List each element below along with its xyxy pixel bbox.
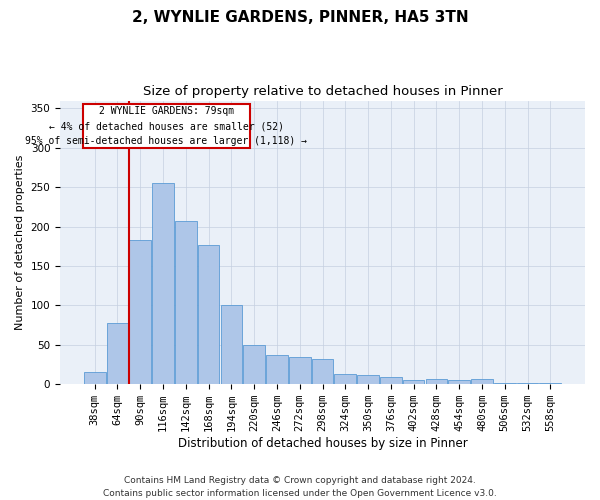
- Bar: [107, 323, 128, 384]
- Bar: [130, 240, 151, 384]
- Bar: [266, 355, 288, 384]
- Bar: [244, 345, 265, 384]
- Title: Size of property relative to detached houses in Pinner: Size of property relative to detached ho…: [143, 85, 502, 98]
- Text: 2, WYNLIE GARDENS, PINNER, HA5 3TN: 2, WYNLIE GARDENS, PINNER, HA5 3TN: [131, 10, 469, 25]
- Bar: [198, 245, 220, 384]
- Bar: [311, 359, 334, 384]
- Bar: [494, 382, 515, 384]
- Bar: [425, 380, 447, 384]
- Bar: [539, 382, 561, 384]
- Bar: [471, 380, 493, 384]
- Bar: [152, 184, 174, 384]
- Bar: [289, 356, 311, 384]
- Bar: [221, 306, 242, 384]
- Bar: [380, 377, 401, 384]
- X-axis label: Distribution of detached houses by size in Pinner: Distribution of detached houses by size …: [178, 437, 467, 450]
- Bar: [334, 374, 356, 384]
- Bar: [175, 221, 197, 384]
- Bar: [357, 375, 379, 384]
- Bar: [403, 380, 424, 384]
- FancyBboxPatch shape: [83, 104, 250, 148]
- Text: 2 WYNLIE GARDENS: 79sqm
← 4% of detached houses are smaller (52)
95% of semi-det: 2 WYNLIE GARDENS: 79sqm ← 4% of detached…: [25, 106, 307, 146]
- Bar: [84, 372, 106, 384]
- Y-axis label: Number of detached properties: Number of detached properties: [15, 154, 25, 330]
- Bar: [448, 380, 470, 384]
- Text: Contains HM Land Registry data © Crown copyright and database right 2024.
Contai: Contains HM Land Registry data © Crown c…: [103, 476, 497, 498]
